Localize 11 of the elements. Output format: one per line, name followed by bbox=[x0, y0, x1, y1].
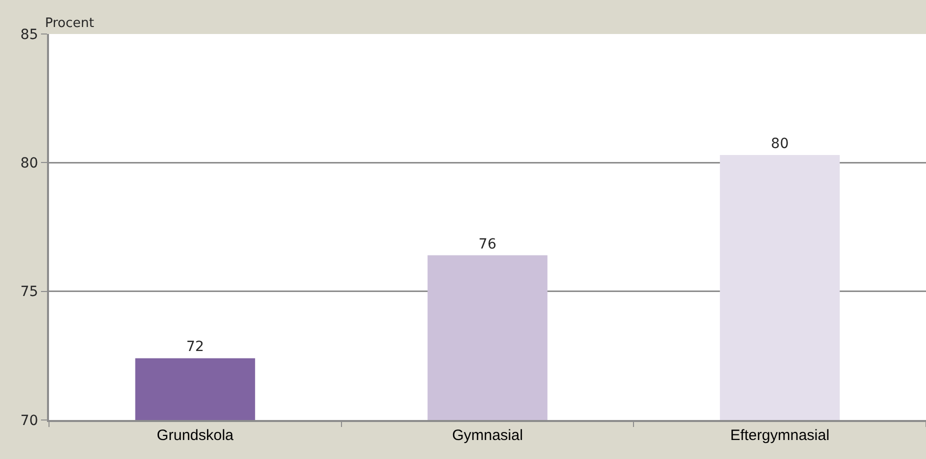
y-axis-title: Procent bbox=[45, 16, 94, 31]
x-tick-label: Gymnasial bbox=[452, 427, 523, 444]
data-label: 72 bbox=[186, 339, 204, 356]
y-tick-label: 85 bbox=[20, 26, 38, 43]
data-label: 80 bbox=[770, 136, 789, 152]
x-tick-label: Grundskola bbox=[156, 427, 234, 444]
y-tick-label: 70 bbox=[20, 412, 38, 429]
y-tick-label: 75 bbox=[20, 284, 38, 300]
x-tick-label: Eftergymnasial bbox=[730, 427, 830, 444]
data-label: 76 bbox=[478, 236, 496, 252]
y-tick-label: 80 bbox=[20, 156, 38, 172]
